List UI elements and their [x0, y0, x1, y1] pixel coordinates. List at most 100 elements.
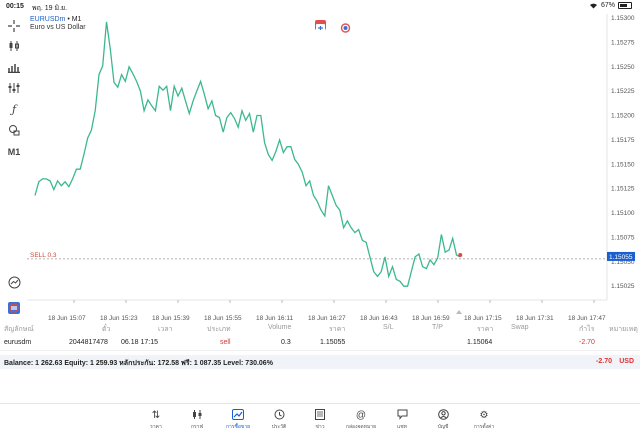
account-profit: -2.70	[596, 358, 612, 365]
tab-history-label: ประวัติ	[271, 424, 287, 430]
col-type: ประเภท	[207, 326, 231, 333]
y-tick-label: 1.15250	[611, 64, 635, 71]
position-current-price: 1.15064	[467, 339, 493, 346]
col-sl: S/L	[383, 324, 394, 331]
tab-charts[interactable]: กราฟ	[177, 409, 217, 431]
one-click-sell-icon[interactable]	[315, 20, 326, 32]
tab-history[interactable]: ประวัติ	[259, 409, 299, 431]
chart-toolbar: ƒ M1	[0, 14, 28, 332]
tab-quotes-label: ราคา	[150, 424, 162, 430]
y-tick-label: 1.15125	[611, 186, 635, 193]
tab-chat[interactable]: แชท	[382, 409, 422, 431]
tab-accounts-label: บัญชี	[437, 424, 449, 430]
x-tick-label: 18 Jun 17:47	[568, 315, 606, 322]
quotes-icon: ⇅	[151, 410, 161, 421]
chart-timeframe-suffix: • M1	[65, 16, 82, 23]
status-bar: 00:15 พฤ. 19 มิ.ย. 67%	[0, 0, 640, 14]
position-row[interactable]: eurusdm 2044817478 06.18 17:15 sell 0.3 …	[0, 335, 640, 351]
wifi-icon	[589, 3, 597, 9]
tab-quotes[interactable]: ⇅ ราคา	[136, 409, 176, 431]
y-tick-label: 1.15075	[611, 234, 635, 241]
history-icon	[259, 409, 299, 423]
x-tick-label: 18 Jun 17:15	[464, 315, 502, 322]
candlesticks-icon[interactable]	[4, 38, 24, 54]
mailbox-icon: @	[355, 410, 367, 421]
tab-news-label: ข่าว	[315, 424, 325, 430]
y-tick-label: 1.15175	[611, 137, 635, 144]
x-tick-label: 18 Jun 16:27	[308, 315, 346, 322]
col-profit: กำไร	[579, 326, 595, 333]
chart-description: Euro vs US Dollar	[30, 24, 86, 31]
price-chart[interactable]: EURUSDm • M1 Euro vs US Dollar 1.15300 1.…	[27, 14, 640, 332]
position-open-price: 1.15055	[320, 339, 346, 346]
position-symbol: eurusdm	[4, 339, 32, 346]
position-profit: -2.70	[579, 339, 595, 346]
x-tick-label: 18 Jun 17:31	[516, 315, 554, 322]
trade-toggle-icon[interactable]	[4, 300, 24, 316]
y-tick-label: 1.15225	[611, 88, 635, 95]
x-tick-label: 18 Jun 15:23	[100, 315, 138, 322]
status-right: 67%	[589, 2, 632, 9]
col-open-price: ราคา	[329, 326, 346, 333]
col-swap: Swap	[511, 324, 529, 331]
y-tick-label: 1.15300	[611, 15, 635, 22]
tab-chat-label: แชท	[397, 424, 407, 430]
position-volume: 0.3	[281, 339, 291, 346]
function-icon[interactable]: ƒ	[11, 102, 17, 116]
bottom-tab-bar: ⇅ ราคา กราฟ การซื้อขาย ประวัติ ข่าว @ กล…	[0, 403, 640, 447]
battery-fill	[620, 4, 627, 7]
x-tick-label: 18 Jun 16:11	[256, 315, 293, 322]
y-tick-label: 1.15200	[611, 113, 635, 120]
y-tick-label: 1.15275	[611, 39, 635, 46]
position-type: sell	[220, 339, 231, 346]
tab-news[interactable]: ข่าว	[300, 409, 340, 431]
crosshair-icon[interactable]	[4, 18, 24, 34]
bid-price-tag-bg	[607, 251, 635, 261]
x-axis: 18 Jun 15:07 18 Jun 15:23 18 Jun 15:39 18 J…	[48, 300, 606, 322]
x-tick-label: 18 Jun 15:55	[204, 315, 242, 322]
indicators-icon[interactable]	[4, 80, 24, 96]
col-ticket: ตั๋ว	[102, 326, 111, 333]
tab-trade-label: การซื้อขาย	[225, 424, 251, 430]
bar-chart-icon[interactable]	[4, 59, 24, 75]
x-tick-label: 18 Jun 15:07	[48, 315, 86, 322]
x-tick-label: 18 Jun 16:43	[360, 315, 398, 322]
bid-price-label: 1.15055	[609, 254, 633, 261]
tab-accounts[interactable]: บัญชี	[423, 409, 463, 431]
y-tick-label: 1.15150	[611, 161, 635, 168]
battery-icon	[618, 2, 632, 9]
chart-symbol: EURUSDm	[30, 16, 66, 23]
settings-icon: ⚙	[479, 410, 489, 421]
scroll-marker-icon[interactable]	[456, 310, 462, 314]
objects-icon[interactable]	[4, 122, 24, 138]
quick-trade-icon[interactable]	[4, 274, 24, 290]
account-summary-text: Balance: 1 262.63 Equity: 1 259.93 หลักป…	[4, 360, 273, 367]
col-current-price: ราคา	[477, 326, 494, 333]
col-comment: หมายเหตุ	[609, 326, 638, 333]
tab-trade[interactable]: การซื้อขาย	[218, 409, 258, 431]
tab-charts-label: กราฟ	[190, 424, 204, 430]
col-symbol: สัญลักษณ์	[4, 326, 34, 333]
x-tick-label: 18 Jun 15:39	[152, 315, 190, 322]
positions-table: สัญลักษณ์ ตั๋ว เวลา ประเภท Volume ราคา S…	[0, 321, 640, 351]
positions-header: สัญลักษณ์ ตั๋ว เวลา ประเภท Volume ราคา S…	[0, 321, 640, 335]
status-date: พฤ. 19 มิ.ย.	[32, 5, 68, 12]
battery-percent: 67%	[600, 2, 615, 9]
timeframe-label[interactable]: M1	[7, 147, 21, 157]
order-line-label: SELL 0.3	[30, 252, 57, 259]
tab-settings[interactable]: ⚙ การตั้งค่า	[464, 409, 504, 431]
x-tick-label: 18 Jun 16:59	[412, 315, 450, 322]
one-click-buy-icon[interactable]	[340, 20, 351, 33]
chart-symbol-block: EURUSDm • M1 Euro vs US Dollar	[30, 16, 86, 31]
y-tick-label: 1.15100	[611, 210, 635, 217]
y-axis: 1.15300 1.15275 1.15250 1.15225 1.15200 1.151…	[611, 15, 635, 290]
position-ticket: 2044817478	[69, 339, 108, 346]
chat-icon	[382, 409, 422, 423]
y-tick-label: 1.15050	[611, 259, 635, 266]
tab-mailbox[interactable]: @ กล่องจดหมาย	[341, 409, 381, 431]
charts-icon	[177, 409, 217, 423]
account-currency: USD	[619, 358, 634, 365]
bid-price-tag: 1.15055	[607, 251, 635, 261]
news-icon	[300, 409, 340, 423]
position-time: 06.18 17:15	[121, 339, 158, 346]
